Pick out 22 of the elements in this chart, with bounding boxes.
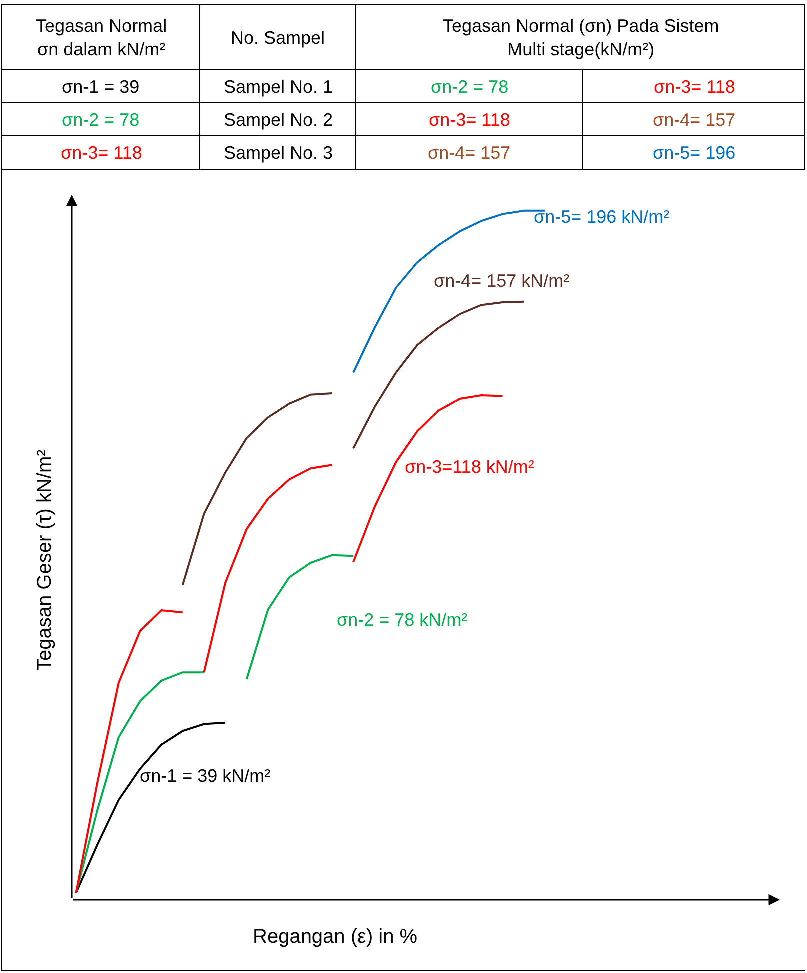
series-label: σn-4= 157 kN/m² bbox=[434, 271, 570, 291]
series-label: σn-5= 196 kN/m² bbox=[534, 207, 670, 227]
text: σn-2 = 78 bbox=[431, 77, 509, 97]
x-axis-title: Regangan (ε) in % bbox=[253, 926, 418, 948]
text: σn-3= 118 bbox=[61, 143, 142, 163]
text: σn-2 = 78 kN/m² bbox=[337, 610, 468, 630]
text: σn-3= 118 bbox=[429, 110, 510, 130]
text: σn-4= 157 bbox=[428, 143, 511, 163]
text: σn-2 = 78 bbox=[62, 110, 140, 130]
text: σn-3= 118 bbox=[654, 77, 736, 97]
text: σn-1 = 39 bbox=[62, 77, 140, 97]
series-label: σn-3=118 kN/m² bbox=[405, 457, 534, 477]
text: σn-5= 196 bbox=[653, 143, 736, 163]
category-label: No. Sampel bbox=[231, 28, 326, 48]
category-label: Tegasan Normal σn dalam kN/m² bbox=[36, 16, 168, 60]
text: Sampel No. 2 bbox=[224, 110, 334, 130]
text: σn-4= 157 bbox=[653, 110, 736, 130]
text: Sampel No. 1 bbox=[224, 77, 334, 97]
text: Sampel No. 3 bbox=[224, 143, 334, 163]
y-axis-title: Tegasan Geser (τ) kN/m² bbox=[34, 449, 56, 671]
category-label: Tegasan Normal (σn) Pada Sistem Multi stage(kN/m²) bbox=[443, 16, 720, 60]
series-label: σn-1 = 39 kN/m² bbox=[140, 766, 271, 786]
